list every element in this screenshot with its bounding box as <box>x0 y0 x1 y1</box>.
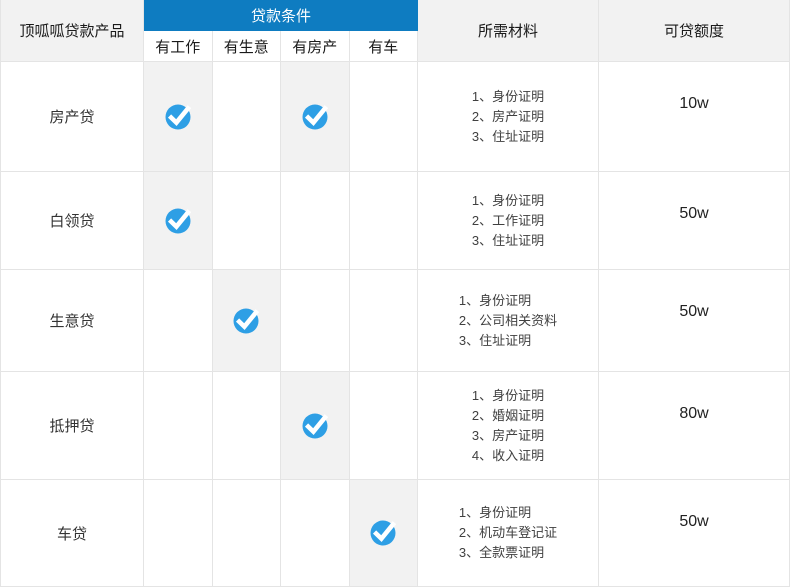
materials-cell: 1、身份证明 2、机动车登记证 3、全款票证明 <box>418 480 599 586</box>
materials-cell: 1、身份证明 2、婚姻证明 3、房产证明 4、收入证明 <box>418 372 599 480</box>
materials-list: 1、身份证明 2、公司相关资料 3、住址证明 <box>459 291 557 351</box>
loan-amount: 50w <box>599 480 789 586</box>
material-item: 4、收入证明 <box>471 447 545 463</box>
condition-cell <box>281 480 350 586</box>
product-name: 车贷 <box>1 480 144 586</box>
materials-list: 1、身份证明 2、婚姻证明 3、房产证明 4、收入证明 <box>472 386 544 466</box>
loan-amount: 80w <box>599 372 789 480</box>
condition-cell <box>281 62 350 172</box>
header-conditions-title: 贷款条件 <box>144 0 418 31</box>
check-icon <box>370 520 397 546</box>
header-product-column: 顶呱呱贷款产品 <box>1 0 144 62</box>
check-icon <box>302 104 328 129</box>
product-name: 抵押贷 <box>1 372 144 480</box>
table-body: 房产贷 1、身份证明 2、房产证明 3、住址证明 10w 白领贷 1、身份证明 2、工作证… <box>1 62 789 586</box>
material-item: 3、住址证明 <box>471 232 545 248</box>
material-item: 2、工作证明 <box>471 212 545 228</box>
condition-cell <box>281 270 350 372</box>
loan-amount: 50w <box>599 172 789 270</box>
material-item: 3、房产证明 <box>471 427 545 443</box>
material-item: 1、身份证明 <box>471 387 545 403</box>
condition-cell <box>349 270 418 372</box>
condition-cell <box>212 372 281 480</box>
material-item: 1、身份证明 <box>471 192 545 208</box>
loan-amount: 10w <box>599 62 789 172</box>
material-item: 2、公司相关资料 <box>458 312 558 328</box>
material-item: 3、住址证明 <box>471 128 545 144</box>
materials-list: 1、身份证明 2、工作证明 3、住址证明 <box>472 191 544 251</box>
product-name: 白领贷 <box>1 172 144 270</box>
condition-cell <box>281 172 350 270</box>
table-row: 抵押贷 1、身份证明 2、婚姻证明 3、房产证明 4、收入证明 80w <box>1 372 789 480</box>
header-has-property: 有房产 <box>281 31 350 62</box>
table-row: 白领贷 1、身份证明 2、工作证明 3、住址证明 50w <box>1 172 789 270</box>
table-row: 房产贷 1、身份证明 2、房产证明 3、住址证明 10w <box>1 62 789 172</box>
condition-cell <box>144 372 213 480</box>
check-icon <box>165 104 191 129</box>
material-item: 2、房产证明 <box>471 108 545 124</box>
product-name: 房产贷 <box>1 62 144 172</box>
materials-list: 1、身份证明 2、房产证明 3、住址证明 <box>472 87 544 147</box>
condition-cell <box>349 62 418 172</box>
check-icon <box>165 208 191 233</box>
material-item: 1、身份证明 <box>458 505 532 520</box>
check-icon <box>302 413 328 438</box>
condition-cell <box>144 480 213 586</box>
condition-cell <box>212 480 281 586</box>
header-has-car: 有车 <box>349 31 418 62</box>
material-item: 2、婚姻证明 <box>471 407 545 423</box>
condition-cell <box>349 480 418 586</box>
condition-cell <box>281 372 350 480</box>
material-item: 1、身份证明 <box>471 88 545 104</box>
check-icon <box>233 308 260 333</box>
table-row: 车贷 1、身份证明 2、机动车登记证 3、全款票证明 50w <box>1 480 789 586</box>
header-conditions-group: 贷款条件 有工作 有生意 有房产 有车 <box>144 0 418 62</box>
materials-cell: 1、身份证明 2、房产证明 3、住址证明 <box>418 62 599 172</box>
materials-cell: 1、身份证明 2、工作证明 3、住址证明 <box>418 172 599 270</box>
header-conditions-subrow: 有工作 有生意 有房产 有车 <box>144 31 418 62</box>
condition-cell <box>144 172 213 270</box>
material-item: 3、住址证明 <box>458 332 532 348</box>
condition-cell <box>212 270 281 372</box>
condition-cell <box>349 172 418 270</box>
table-row: 生意贷 1、身份证明 2、公司相关资料 3、住址证明 50w <box>1 270 789 372</box>
materials-cell: 1、身份证明 2、公司相关资料 3、住址证明 <box>418 270 599 372</box>
table-header: 顶呱呱贷款产品 贷款条件 有工作 有生意 有房产 有车 所需材料 可贷额度 <box>1 0 789 62</box>
header-amount-column: 可贷额度 <box>599 0 789 62</box>
product-name: 生意贷 <box>1 270 144 372</box>
loan-amount: 50w <box>599 270 789 372</box>
materials-list: 1、身份证明 2、机动车登记证 3、全款票证明 <box>459 503 557 563</box>
material-item: 1、身份证明 <box>458 292 532 308</box>
condition-cell <box>144 270 213 372</box>
header-has-business: 有生意 <box>212 31 281 62</box>
header-materials-column: 所需材料 <box>418 0 599 62</box>
material-item: 3、全款票证明 <box>458 545 545 560</box>
condition-cell <box>212 172 281 270</box>
condition-cell <box>212 62 281 172</box>
header-has-job: 有工作 <box>144 31 213 62</box>
material-item: 2、机动车登记证 <box>458 525 558 540</box>
condition-cell <box>144 62 213 172</box>
condition-cell <box>349 372 418 480</box>
